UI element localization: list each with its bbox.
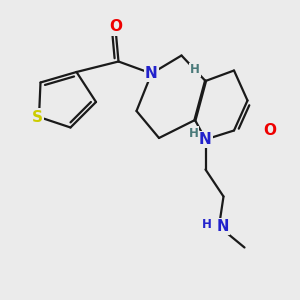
- Text: N: N: [199, 132, 212, 147]
- Text: O: O: [263, 123, 277, 138]
- Text: N: N: [216, 219, 229, 234]
- Text: S: S: [32, 110, 43, 124]
- Text: H: H: [202, 218, 211, 232]
- Text: O: O: [109, 20, 122, 34]
- Text: H: H: [190, 63, 200, 76]
- Text: N: N: [145, 66, 158, 81]
- Text: H: H: [189, 127, 198, 140]
